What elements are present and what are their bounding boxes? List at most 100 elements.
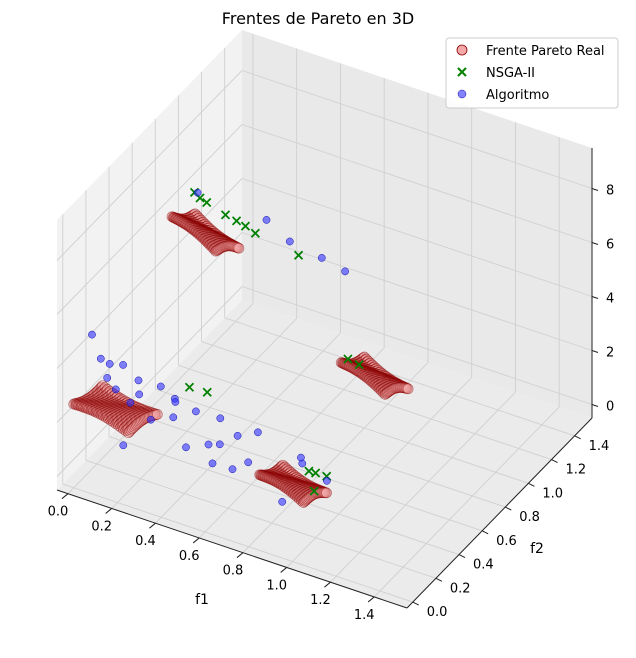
real-front-point [233, 242, 245, 254]
tick-labels: 0.00.20.40.60.81.01.21.4 0.00.20.40.60.81… [48, 184, 615, 623]
grid-line-z [241, 232, 593, 351]
grid-line-z [56, 70, 243, 261]
y-tick-label: 0.2 [450, 581, 471, 596]
algo-point [204, 440, 213, 449]
y-tick-mark [458, 554, 466, 559]
algo-point [182, 443, 190, 452]
algo-point [126, 398, 135, 407]
x-tick-mark [324, 581, 331, 588]
grid-line-z [241, 286, 593, 405]
real-front-region-3 [166, 208, 245, 257]
nsga-point [240, 221, 251, 231]
algo-point [285, 237, 294, 246]
x-tick-mark [236, 552, 244, 559]
nsga-point [250, 228, 260, 238]
nsga-point-stroke [309, 486, 319, 496]
nsga-point-stroke [231, 216, 242, 226]
nsga-point [220, 210, 231, 220]
grid-line-z [56, 178, 243, 369]
x-tick-mark [149, 522, 156, 529]
real-front-surfaces [68, 208, 414, 508]
grid-line-x [242, 362, 429, 554]
x-tick-label: 1.0 [266, 578, 287, 593]
algo-point [96, 354, 105, 363]
grid-line-y [108, 436, 460, 555]
nsga-point-stroke [293, 250, 304, 260]
algo-point [233, 431, 242, 440]
y-tick-mark [528, 482, 535, 487]
nsga-point-stroke [202, 387, 212, 397]
algo-point [88, 330, 96, 339]
legend-label-nsga: NSGA-II [486, 66, 535, 81]
y-tick-label: 0.4 [473, 558, 494, 573]
grid-line-x [155, 332, 341, 524]
axis-panes [57, 30, 592, 608]
legend: Frente Pareto Real NSGA-II Algoritmo [445, 37, 619, 109]
grid-line-y [178, 364, 529, 484]
nsga-point-stroke [220, 210, 231, 220]
x-axis-label: f1 [195, 592, 209, 608]
real-front-point [402, 383, 414, 395]
algo-point [215, 440, 224, 449]
grid-line-y [85, 459, 437, 579]
grid-line-y [201, 341, 552, 460]
nsga-point-stroke [343, 354, 353, 364]
nsga-point-stroke [184, 382, 195, 392]
nsga-point [202, 197, 212, 208]
axis-lines [56, 148, 593, 609]
algo-point [105, 360, 114, 368]
algo-point [244, 458, 253, 467]
x-axis-line [56, 489, 408, 609]
algo-point [103, 374, 112, 382]
algo-point [134, 376, 143, 385]
legend-marker-real [456, 44, 468, 56]
algo-point [111, 385, 120, 394]
nsga-point [231, 216, 242, 226]
grid-lines [56, 33, 593, 603]
nsga-point [184, 382, 195, 392]
x-tick-label: 0.6 [179, 549, 200, 564]
y-tick-mark [435, 577, 443, 582]
y-tick-label: 0.6 [496, 534, 517, 549]
y-tick-label: 1.0 [542, 486, 563, 501]
nsga-point [309, 486, 319, 496]
nsga-point-stroke [195, 193, 205, 203]
z-tick-mark [591, 242, 599, 245]
z-tick-label: 2 [606, 346, 614, 361]
grid-line-y [62, 483, 413, 603]
z-tick-label: 6 [606, 238, 614, 253]
grid-line-x [67, 303, 254, 495]
y-tick-mark [574, 435, 581, 440]
algo-point [216, 414, 225, 423]
y-axis-label: f2 [530, 541, 544, 557]
algo-point [208, 459, 217, 468]
grid-line-z [56, 286, 243, 477]
y-tick-mark [551, 459, 558, 464]
grid-line-z [241, 178, 593, 297]
legend-marker-nsga [457, 67, 467, 77]
real-front-region-1 [68, 380, 163, 439]
z-tick-mark [591, 350, 599, 353]
y-tick-mark [505, 506, 512, 511]
z-tick-label: 0 [606, 400, 614, 415]
x-tick-mark [367, 596, 375, 603]
algo-point [135, 390, 144, 399]
z-tick-mark [591, 296, 599, 299]
algo-point [147, 415, 155, 424]
x-tick-mark [280, 567, 288, 573]
algo-point [169, 413, 178, 422]
grid-line-x [330, 391, 516, 583]
nsga-point [354, 359, 364, 370]
z-tick-label: 8 [606, 184, 614, 199]
algo-point [119, 361, 127, 369]
x-tick-mark [192, 537, 200, 544]
nsga-point [310, 468, 321, 478]
x-tick-mark [105, 508, 113, 514]
algo-point [323, 476, 331, 485]
nsga-point [202, 387, 212, 397]
algo-point [192, 407, 200, 416]
nsga-point [343, 354, 353, 364]
y-tick-label: 0.8 [519, 510, 540, 525]
algo-point [193, 188, 202, 197]
y-tick-label: 1.2 [566, 463, 587, 478]
